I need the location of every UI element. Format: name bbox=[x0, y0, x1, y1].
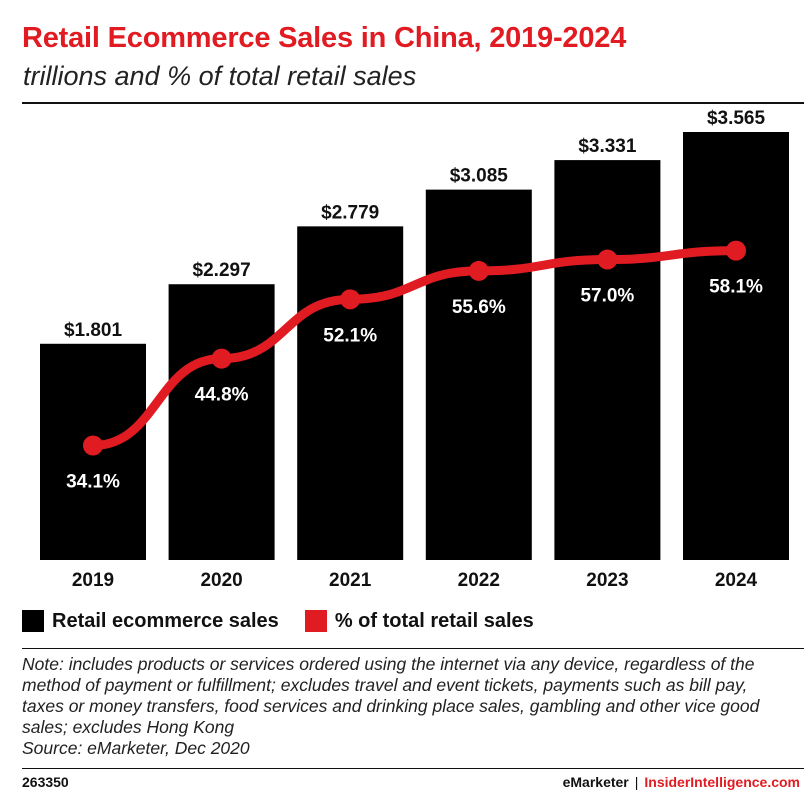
footnote: Note: includes products or services orde… bbox=[22, 654, 792, 759]
legend: Retail ecommerce sales % of total retail… bbox=[22, 606, 560, 636]
top-divider bbox=[22, 102, 804, 104]
legend-swatch-black bbox=[22, 610, 44, 632]
chart-plot: $1.801 2019 $2.297 2020 $2.779 2021 $3.085 2022… bbox=[40, 108, 789, 591]
bar-value-label-2023: $3.331 bbox=[578, 136, 637, 157]
share-point-2023 bbox=[597, 249, 618, 270]
bar-2021 bbox=[297, 226, 404, 560]
footer-divider bbox=[22, 768, 804, 769]
brand-insider-intelligence[interactable]: InsiderIntelligence.com bbox=[644, 774, 800, 790]
legend-label-share-of-retail: % of total retail sales bbox=[334, 609, 534, 632]
chart-id: 263350 bbox=[22, 774, 69, 790]
x-tick-label-2024: 2024 bbox=[715, 570, 758, 591]
share-point-2021 bbox=[340, 289, 361, 310]
bar-value-label-2024: $3.565 bbox=[707, 108, 766, 129]
share-point-2022 bbox=[468, 260, 489, 281]
bar-2020 bbox=[168, 284, 275, 560]
bar-value-label-2020: $2.297 bbox=[193, 260, 251, 281]
share-value-label-2019: 34.1% bbox=[66, 472, 120, 493]
legend-item-share-of-retail: % of total retail sales bbox=[304, 609, 534, 633]
share-point-2024 bbox=[726, 240, 746, 261]
bar-value-label-2022: $3.085 bbox=[450, 166, 509, 187]
chart-title: Retail Ecommerce Sales in China, 2019-20… bbox=[22, 22, 627, 54]
legend-swatch-red bbox=[304, 610, 327, 632]
share-value-label-2023: 57.0% bbox=[580, 286, 634, 307]
source-text: Source: eMarketer, Dec 2020 bbox=[22, 738, 250, 758]
share-value-label-2021: 52.1% bbox=[323, 325, 377, 346]
brand-emarketer[interactable]: eMarketer bbox=[562, 774, 629, 790]
bar-value-label-2021: $2.779 bbox=[321, 202, 379, 223]
legend-item-ecommerce-sales: Retail ecommerce sales bbox=[22, 610, 279, 633]
share-point-2019 bbox=[83, 435, 103, 456]
share-value-label-2022: 55.6% bbox=[452, 297, 506, 318]
bar-2024 bbox=[683, 132, 789, 560]
x-tick-label-2023: 2023 bbox=[586, 570, 628, 591]
note-text: Note: includes products or services orde… bbox=[22, 654, 760, 737]
bar-2022 bbox=[425, 189, 532, 560]
bar-2023 bbox=[554, 160, 661, 560]
footer-brand: eMarketer | InsiderIntelligence.com bbox=[563, 774, 800, 790]
x-tick-label-2019: 2019 bbox=[72, 570, 114, 591]
chart-subtitle: trillions and % of total retail sales bbox=[23, 61, 417, 91]
bar-value-label-2019: $1.801 bbox=[64, 320, 123, 341]
legend-divider bbox=[22, 648, 804, 649]
x-tick-label-2020: 2020 bbox=[200, 570, 242, 591]
x-tick-label-2022: 2022 bbox=[458, 570, 500, 591]
share-value-label-2020: 44.8% bbox=[195, 385, 249, 406]
brand-separator: | bbox=[634, 774, 639, 790]
legend-label-ecommerce-sales: Retail ecommerce sales bbox=[52, 609, 279, 632]
share-value-label-2024: 58.1% bbox=[709, 277, 763, 298]
share-point-2020 bbox=[211, 348, 232, 369]
x-tick-label-2021: 2021 bbox=[329, 570, 372, 591]
